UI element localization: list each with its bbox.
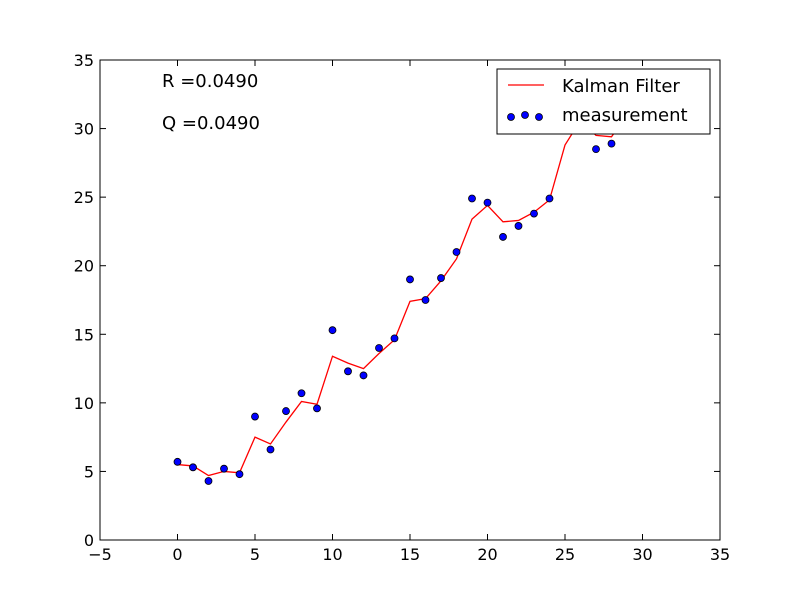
measurement-point bbox=[251, 412, 259, 421]
x-tick-label: 35 bbox=[710, 545, 730, 564]
y-tick-label: 30 bbox=[74, 120, 94, 139]
measurement-point bbox=[328, 326, 337, 335]
annotation-r: R =0.0490 bbox=[162, 71, 258, 92]
legend-marker bbox=[507, 113, 515, 121]
measurement-point bbox=[545, 194, 554, 203]
measurement-point bbox=[390, 334, 399, 343]
data-layer bbox=[173, 114, 628, 485]
measurement-point bbox=[297, 389, 306, 398]
measurement-point bbox=[499, 233, 507, 241]
measurement-point bbox=[375, 344, 383, 352]
kalman-filter-line bbox=[177, 114, 628, 477]
measurement-point bbox=[189, 463, 197, 472]
legend: Kalman Filter measurement bbox=[496, 68, 711, 135]
x-tick-label: 25 bbox=[555, 545, 575, 564]
measurement-point bbox=[359, 371, 368, 380]
measurement-point bbox=[607, 139, 616, 148]
y-tick-label: 15 bbox=[74, 325, 94, 344]
measurement-point bbox=[313, 404, 321, 413]
measurement-point bbox=[282, 407, 290, 415]
legend-label-measurement: measurement bbox=[562, 105, 688, 126]
measurement-point bbox=[220, 464, 228, 473]
y-tick-label: 0 bbox=[84, 531, 94, 550]
y-tick-label: 20 bbox=[74, 257, 94, 276]
measurement-point bbox=[421, 296, 430, 304]
x-tick-label: 0 bbox=[172, 545, 182, 564]
plot-area bbox=[100, 60, 720, 540]
x-tick-label: 15 bbox=[400, 545, 420, 564]
x-tick-label: 20 bbox=[477, 545, 497, 564]
measurement-point bbox=[514, 222, 523, 230]
y-tick-label: 10 bbox=[74, 394, 94, 413]
measurement-point bbox=[592, 145, 600, 154]
measurement-point bbox=[468, 194, 476, 203]
legend-marker bbox=[535, 113, 543, 121]
y-tick-label: 25 bbox=[74, 188, 94, 207]
measurement-point bbox=[437, 274, 445, 282]
x-tick-label: 30 bbox=[632, 545, 652, 564]
x-tick-label: −5 bbox=[88, 545, 112, 564]
measurement-point bbox=[406, 275, 414, 284]
measurement-point bbox=[452, 248, 461, 256]
measurement-point bbox=[235, 470, 244, 479]
x-tick-label: 5 bbox=[250, 545, 260, 564]
measurement-point bbox=[344, 367, 352, 376]
measurement-point bbox=[204, 477, 213, 485]
measurement-point bbox=[173, 457, 182, 466]
annotation-q: Q =0.0490 bbox=[162, 113, 260, 134]
measurement-point bbox=[483, 198, 492, 207]
y-tick-label: 35 bbox=[74, 51, 94, 70]
measurement-point bbox=[530, 209, 538, 218]
y-tick-label: 5 bbox=[84, 462, 94, 481]
measurement-point bbox=[266, 445, 275, 454]
legend-box bbox=[496, 68, 711, 135]
legend-label-kalman: Kalman Filter bbox=[562, 76, 680, 97]
legend-marker bbox=[521, 111, 529, 119]
x-tick-label: 10 bbox=[322, 545, 342, 564]
